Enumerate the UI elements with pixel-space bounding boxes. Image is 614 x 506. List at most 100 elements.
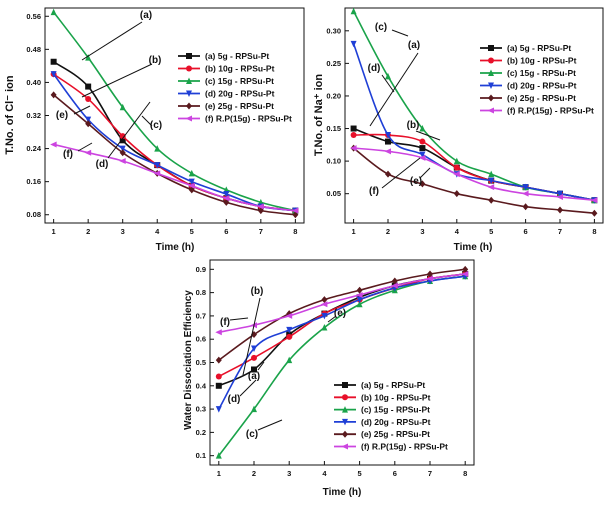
x-tick-label: 3: [420, 227, 424, 236]
annotation-label: (d): [96, 159, 109, 170]
data-point: [84, 149, 92, 156]
series-5: [50, 91, 299, 219]
legend-entry-label: (c) 15g - RPSu-Pt: [361, 405, 430, 415]
annotation-pointer: [141, 115, 153, 127]
legend-entry-label: (d) 20g - RPSu-Pt: [507, 81, 577, 91]
data-point: [119, 137, 126, 144]
series-6: [215, 270, 469, 336]
data-point: [453, 171, 460, 178]
series-line: [53, 94, 296, 216]
data-point: [257, 207, 264, 215]
legend-marker: [186, 102, 192, 110]
data-point: [215, 382, 222, 389]
annotation-pointer: [73, 105, 91, 115]
x-tick-label: 4: [455, 227, 460, 236]
data-point: [50, 141, 57, 148]
data-point: [350, 125, 357, 132]
data-point: [215, 452, 222, 459]
data-point: [223, 191, 230, 198]
data-point: [384, 148, 391, 155]
y-tick-label: 0.20: [326, 91, 341, 100]
legend-entry-label: (a) 5g - RPSu-Pt: [205, 51, 269, 61]
data-point: [50, 91, 57, 99]
legend-marker: [342, 382, 348, 388]
annotation-label: (e): [56, 110, 68, 121]
annotation-label: (d): [368, 63, 381, 74]
data-point: [419, 125, 426, 132]
annotation-pointer: [327, 315, 337, 323]
legend-entry-label: (d) 20g - RPSu-Pt: [361, 417, 431, 427]
data-point: [522, 190, 529, 197]
x-tick-label: 4: [322, 469, 327, 478]
annotation-label: (e): [334, 308, 346, 319]
plot-frame: [344, 7, 604, 224]
data-point: [257, 203, 264, 210]
data-point: [385, 170, 391, 178]
data-point: [286, 326, 293, 334]
data-point: [419, 151, 426, 159]
annotation-label: (e): [410, 176, 422, 187]
data-point: [591, 209, 598, 217]
legend-entry-label: (f) R.P(15g) - RPSu-Pt: [507, 106, 594, 116]
data-point: [350, 40, 357, 48]
data-point: [557, 206, 563, 214]
y-tick-label: 0.7: [196, 311, 206, 320]
data-point: [350, 145, 357, 152]
legend-marker: [341, 443, 348, 450]
annotation-pointer: [107, 101, 151, 159]
annotation-label: (b): [407, 120, 420, 131]
legend-marker: [185, 115, 192, 122]
data-point: [385, 72, 391, 80]
data-point: [215, 356, 222, 364]
annotation-label: (b): [149, 55, 162, 66]
y-tick-label: 0.3: [196, 405, 206, 414]
legend-entry-label: (b) 10g - RPSu-Pt: [507, 56, 577, 66]
series-6: [350, 145, 598, 204]
curve-annotations: (a) (b) (c) (d) (e) (f): [56, 10, 162, 170]
series-line: [52, 11, 296, 212]
x-tick-label: 7: [428, 469, 432, 478]
y-tick-label: 0.05: [326, 189, 341, 198]
chart-panel-wde: 1 2 3 4 5 6 7 8 0.1 0.2 0.3 0.4 0.5 0.6 0.7 0.8 0.9 Time …: [183, 259, 475, 498]
x-tick-label: 4: [155, 227, 160, 236]
annotation-label: (a): [140, 10, 152, 21]
legend-marker: [488, 69, 494, 76]
data-point: [50, 8, 57, 16]
data-point: [356, 291, 363, 298]
annotation-pointer: [81, 21, 143, 61]
data-point: [321, 296, 328, 304]
y-tick-label: 0.25: [326, 59, 341, 68]
data-point: [453, 157, 460, 165]
x-tick-label: 7: [259, 227, 263, 236]
x-tick-label: 8: [463, 469, 467, 478]
annotation-label: (c): [150, 120, 162, 131]
legend-entry-label: (c) 15g - RPSu-Pt: [507, 68, 576, 78]
annotation-pointer: [381, 157, 421, 189]
annotation-label: (f): [369, 186, 379, 197]
y-tick-label: 0.2: [196, 428, 206, 437]
data-point: [291, 207, 299, 214]
annotation-pointer: [415, 130, 441, 141]
curve-annotations: (a) (b) (c) (d) (e) (f): [368, 22, 441, 197]
data-point: [356, 286, 363, 294]
x-tick-label: 5: [489, 227, 493, 236]
x-tick-label: 1: [352, 227, 356, 236]
data-point: [251, 354, 257, 361]
y-axis-label: T.No. of Cl⁻ ion: [4, 75, 16, 154]
x-tick-label: 1: [217, 469, 221, 478]
y-tick-label: 0.10: [326, 157, 341, 166]
series-5: [350, 144, 598, 217]
data-point: [85, 120, 92, 128]
x-tick-label: 6: [524, 227, 528, 236]
data-point: [462, 265, 469, 273]
annotation-label: (c): [375, 22, 387, 33]
data-point: [119, 157, 126, 164]
data-point: [488, 170, 495, 178]
chart-panel-na: 1 2 3 4 5 6 7 8 0.05 0.10 0.15 0.20 0.25 0.30 Time (h)…: [313, 7, 604, 253]
x-tick-label: 2: [252, 469, 256, 478]
x-tick-label: 5: [190, 227, 194, 236]
annotation-label: (d): [228, 394, 241, 405]
data-point: [321, 324, 328, 331]
data-point: [557, 190, 563, 198]
annotation-pointer: [391, 29, 409, 37]
